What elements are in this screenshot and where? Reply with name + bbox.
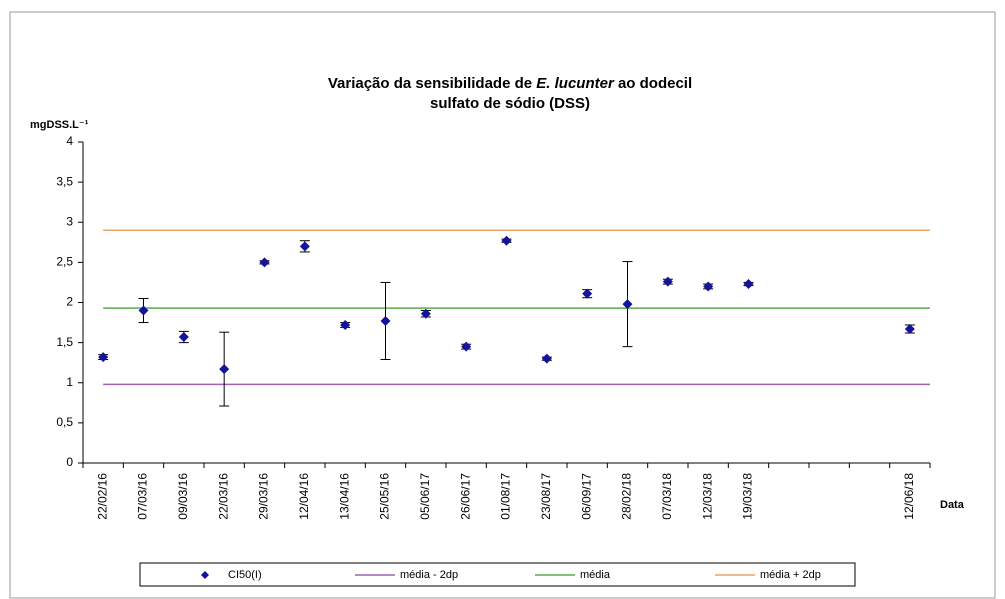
- data-point: [622, 299, 633, 310]
- data-point: [743, 279, 754, 290]
- x-tick-label: 12/06/18: [902, 473, 916, 520]
- x-tick-label: 12/04/16: [297, 473, 311, 520]
- data-point: [138, 305, 149, 316]
- legend-label: média - 2dp: [400, 569, 458, 581]
- y-tick-label: 2: [66, 295, 73, 309]
- data-point: [420, 308, 431, 319]
- data-point: [582, 288, 593, 299]
- chart-title: sulfato de sódio (DSS): [430, 95, 590, 112]
- data-point: [703, 281, 714, 292]
- y-tick-label: 1: [66, 375, 73, 389]
- legend-label: média + 2dp: [760, 569, 821, 581]
- x-tick-label: 29/03/16: [257, 473, 271, 520]
- x-tick-label: 22/02/16: [95, 473, 109, 520]
- x-tick-label: 07/03/18: [660, 473, 674, 520]
- title-part: Variação da sensibilidade de: [328, 75, 536, 92]
- y-tick-label: 4: [66, 134, 73, 148]
- data-point: [380, 315, 391, 326]
- data-point: [541, 353, 552, 364]
- y-tick-label: 3: [66, 214, 73, 228]
- data-point: [178, 332, 189, 343]
- x-tick-label: 22/03/16: [216, 473, 230, 520]
- x-tick-label: 07/03/16: [136, 473, 150, 520]
- x-tick-label: 12/03/18: [700, 473, 714, 520]
- x-axis-label: Data: [940, 499, 965, 511]
- data-point: [219, 364, 230, 375]
- x-tick-label: 05/06/17: [418, 473, 432, 520]
- data-point: [501, 235, 512, 246]
- data-point: [662, 276, 673, 287]
- y-tick-label: 0,5: [56, 415, 73, 429]
- data-point: [904, 323, 915, 334]
- y-axis-label: mgDSS.L⁻¹: [30, 119, 89, 131]
- x-tick-label: 23/08/17: [539, 473, 553, 520]
- legend-label: CI50(I): [228, 569, 262, 581]
- chart-frame: [9, 11, 996, 599]
- data-point: [340, 319, 351, 330]
- data-point: [461, 341, 472, 352]
- y-tick-label: 1,5: [56, 335, 73, 349]
- y-tick-label: 0: [66, 455, 73, 469]
- y-tick-label: 2,5: [56, 255, 73, 269]
- x-tick-label: 06/09/17: [579, 473, 593, 520]
- y-tick-label: 3,5: [56, 174, 73, 188]
- legend-marker: [201, 571, 209, 579]
- x-tick-label: 19/03/18: [741, 473, 755, 520]
- x-tick-label: 01/08/17: [499, 473, 513, 520]
- x-tick-label: 09/03/16: [176, 473, 190, 520]
- legend-label: média: [580, 569, 611, 581]
- data-point: [299, 241, 310, 252]
- x-tick-label: 25/05/16: [378, 473, 392, 520]
- title-part: ao dodecil: [614, 75, 692, 92]
- legend: [139, 562, 856, 587]
- data-point: [98, 352, 109, 363]
- x-tick-label: 28/02/18: [620, 473, 634, 520]
- x-tick-label: 13/04/16: [337, 473, 351, 520]
- title-part: E. lucunter: [536, 75, 615, 92]
- data-point: [259, 257, 270, 268]
- x-tick-label: 26/06/17: [458, 473, 472, 520]
- chart-title: Variação da sensibilidade de E. lucunter…: [328, 75, 692, 92]
